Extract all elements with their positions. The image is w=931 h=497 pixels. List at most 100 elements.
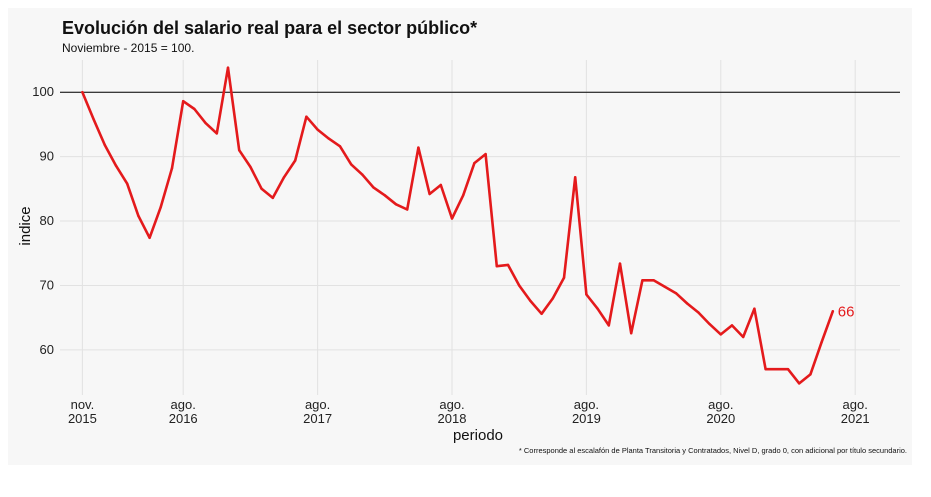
x-tick-year: 2020 <box>706 411 735 426</box>
data-point <box>114 164 118 167</box>
data-point <box>540 312 543 315</box>
data-point <box>809 373 812 376</box>
data-point <box>462 194 465 197</box>
x-axis-title: periodo <box>453 427 503 444</box>
data-point <box>775 368 778 371</box>
data-point <box>719 333 722 336</box>
data-point <box>686 302 689 305</box>
data-point <box>226 66 230 69</box>
x-tick-year: 2016 <box>169 411 198 426</box>
x-tick-label: ago. <box>305 397 330 412</box>
x-tick-label: nov. <box>71 397 95 412</box>
y-tick-label: 90 <box>40 149 54 164</box>
x-tick-year: 2021 <box>841 411 870 426</box>
data-point <box>607 324 610 327</box>
data-point <box>495 265 498 268</box>
y-axis-ticks: 60 70 80 90 100 <box>32 84 54 357</box>
data-point <box>450 217 454 220</box>
footnote: * Corresponde al escalafón de Planta Tra… <box>518 446 907 455</box>
data-point <box>215 132 218 135</box>
data-point <box>327 137 330 140</box>
data-point <box>428 192 431 196</box>
x-tick-label: ago. <box>843 397 868 412</box>
series-layer: 66 <box>81 66 855 385</box>
data-point <box>831 310 834 313</box>
data-point <box>338 145 342 148</box>
y-axis-title: indice <box>17 206 34 245</box>
x-tick-year: 2019 <box>572 411 601 426</box>
x-tick-year: 2017 <box>303 411 332 426</box>
data-point <box>753 307 756 310</box>
x-tick-label: ago. <box>171 397 196 412</box>
data-point <box>350 163 353 166</box>
data-point <box>742 335 745 339</box>
data-point <box>630 332 633 335</box>
data-point <box>148 236 151 239</box>
x-tick-label: ago. <box>439 397 464 412</box>
data-point <box>730 324 734 327</box>
grid-lines <box>60 60 900 395</box>
data-point <box>574 176 577 179</box>
data-point <box>406 208 409 211</box>
y-tick-label: 100 <box>32 84 54 99</box>
data-point <box>506 263 510 267</box>
data-point <box>92 118 95 121</box>
data-point <box>708 322 711 326</box>
data-point <box>618 262 622 265</box>
data-point <box>294 159 297 162</box>
data-point <box>249 165 252 169</box>
data-point <box>372 186 375 189</box>
data-point <box>394 203 398 206</box>
data-point <box>596 307 599 310</box>
data-point <box>81 91 84 94</box>
x-tick-year: 2015 <box>68 411 97 426</box>
data-point <box>103 143 107 147</box>
y-tick-label: 60 <box>40 342 54 357</box>
series-line <box>81 66 835 385</box>
data-point <box>518 284 521 287</box>
data-point <box>641 279 644 282</box>
data-point <box>193 107 196 111</box>
y-tick-label: 70 <box>40 277 54 292</box>
data-point <box>260 187 263 190</box>
data-point <box>383 194 386 197</box>
data-point <box>820 341 823 344</box>
data-point <box>697 311 700 314</box>
data-point <box>316 128 319 131</box>
x-tick-label: ago. <box>708 397 733 412</box>
data-point <box>674 292 678 295</box>
data-point <box>170 167 174 170</box>
data-point <box>529 299 532 303</box>
data-point <box>361 173 364 176</box>
y-tick-label: 80 <box>40 213 54 228</box>
data-point <box>238 149 241 152</box>
data-point <box>204 121 207 125</box>
data-point <box>786 368 790 371</box>
chart-subtitle: Noviembre - 2015 = 100. <box>62 41 195 55</box>
data-point <box>137 214 140 218</box>
data-point <box>484 152 487 156</box>
data-point <box>126 182 129 185</box>
x-tick-label: ago. <box>574 397 599 412</box>
data-point <box>798 382 801 385</box>
chart-panel <box>8 8 912 465</box>
data-point <box>439 183 442 187</box>
data-point <box>663 285 666 288</box>
data-point <box>271 196 274 200</box>
data-point <box>182 100 185 103</box>
end-value-label: 66 <box>838 303 855 320</box>
x-axis-ticks: nov.2015ago.2016ago.2017ago.2018ago.2019… <box>68 397 870 426</box>
data-point <box>473 161 476 165</box>
data-point <box>562 276 566 279</box>
data-point <box>764 368 767 371</box>
data-point <box>417 146 420 149</box>
x-tick-year: 2018 <box>438 411 467 426</box>
data-point <box>652 279 655 282</box>
data-point <box>159 205 162 209</box>
chart-title: Evolución del salario real para el secto… <box>62 18 478 38</box>
data-point <box>585 293 588 296</box>
data-point <box>282 176 286 179</box>
data-point <box>305 115 308 118</box>
data-point <box>551 297 554 300</box>
